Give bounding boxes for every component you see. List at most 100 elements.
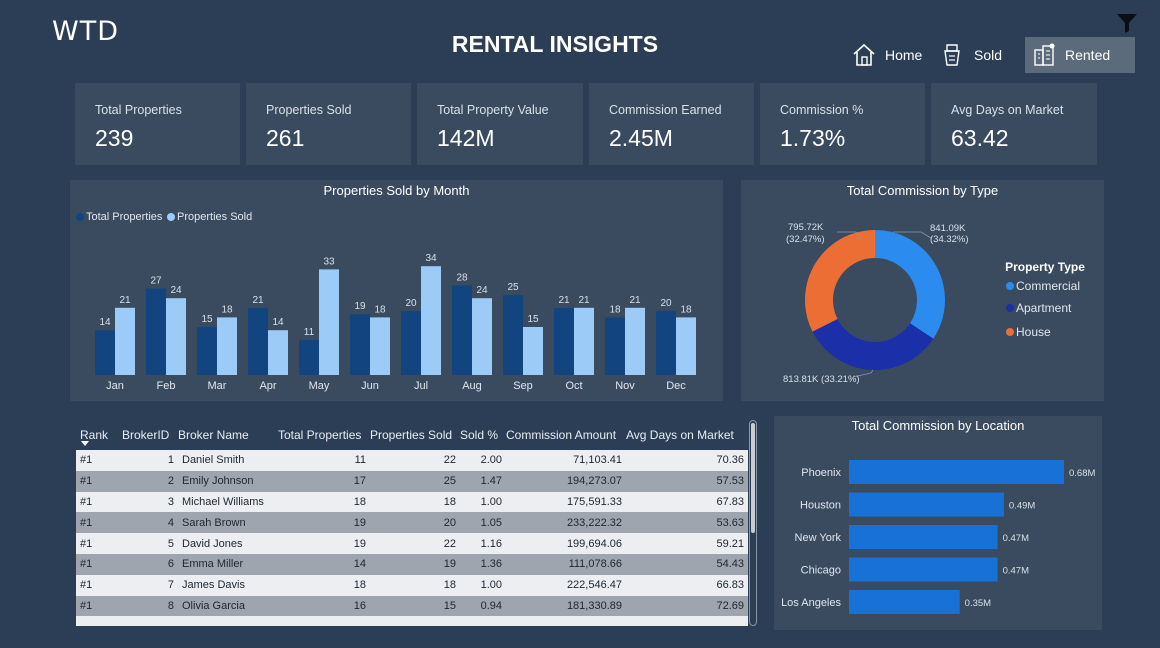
sold-sign-icon <box>944 44 960 66</box>
table-row[interactable]: #1 2 Emily Johnson 17 25 1.47 194,273.07… <box>76 470 748 492</box>
nav-rented-label: Rented <box>1065 47 1111 63</box>
x-tick-label: Mar <box>208 380 227 392</box>
cell-avg-days: 57.53 <box>626 470 748 492</box>
nav-rented-button[interactable]: Rented <box>1025 37 1135 73</box>
cell-sold-percent: 1.16 <box>460 533 506 554</box>
slice-label-house: 795.72K <box>788 222 824 233</box>
cell-broker-name: Michael Williams <box>178 491 278 513</box>
cell-total-properties: 19 <box>278 533 370 554</box>
legend-label: Commercial <box>1016 279 1081 293</box>
table-row[interactable]: #1 4 Sarah Brown 19 20 1.05 233,222.32 5… <box>76 512 748 534</box>
table-row[interactable]: #1 5 David Jones 19 22 1.16 199,694.06 5… <box>76 533 748 554</box>
x-tick-label: Jun <box>361 380 379 392</box>
data-label: 33 <box>323 256 335 267</box>
kpi-total-properties: Total Properties 239 <box>75 83 240 165</box>
home-icon <box>853 43 875 66</box>
kpi-value: 1.73% <box>780 125 846 151</box>
cell-sold-percent: 1.47 <box>460 470 506 492</box>
bar-total-properties-jan <box>95 330 115 375</box>
x-tick-label: May <box>309 380 330 392</box>
kpi-label: Total Property Value <box>437 103 549 117</box>
column-header-sold-percent[interactable]: Sold % <box>460 428 499 442</box>
bar-total-properties-jul <box>401 311 421 375</box>
legend-properties-sold[interactable]: Properties Sold <box>167 211 252 223</box>
data-label: 15 <box>201 314 213 325</box>
legend-apartment[interactable]: Apartment <box>1006 301 1071 315</box>
y-tick-label: Chicago <box>801 565 841 577</box>
cell-rank: #1 <box>76 595 122 617</box>
cell-sold-percent: 1.36 <box>460 553 506 575</box>
cell-sold-percent: 2.00 <box>460 450 506 471</box>
bar-total-properties-apr <box>248 307 268 375</box>
cell-avg-days: 72.69 <box>626 595 748 617</box>
y-tick-label: Los Angeles <box>781 597 841 609</box>
sort-desc-icon[interactable] <box>81 441 89 446</box>
table-row-partial[interactable] <box>76 616 748 626</box>
app-logo: WTD <box>52 16 119 47</box>
x-tick-label: Oct <box>565 380 582 392</box>
nav-sold-button[interactable]: Sold <box>940 37 1002 73</box>
bar-properties-sold-apr <box>268 330 288 375</box>
x-tick-label: Aug <box>462 380 482 392</box>
nav-sold-label: Sold <box>974 47 1003 63</box>
kpi-label: Commission Earned <box>609 103 722 117</box>
bar-properties-sold-may <box>319 269 339 375</box>
donut-slice-commercial <box>875 230 945 339</box>
nav-home-button[interactable]: Home <box>851 37 922 73</box>
cell-brokerid: 7 <box>122 574 178 596</box>
broker-table[interactable]: Rank BrokerID Broker Name Total Properti… <box>76 420 748 626</box>
monthly-chart-panel: Properties Sold by Month Total Propertie… <box>70 180 723 401</box>
y-tick-label: Phoenix <box>801 467 841 479</box>
page-title: RENTAL INSIGHTS <box>451 31 659 57</box>
table-row[interactable]: #1 7 James Davis 18 18 1.00 222,546.47 6… <box>76 574 748 596</box>
donut-slice-house <box>805 230 875 332</box>
legend-swatch <box>76 213 84 221</box>
table-row[interactable]: #1 8 Olivia Garcia 16 15 0.94 181,330.89… <box>76 595 748 617</box>
cell-total-properties: 19 <box>278 512 370 534</box>
table-row[interactable]: #1 1 Daniel Smith 11 22 2.00 71,103.41 7… <box>76 450 748 471</box>
bar-total-properties-oct <box>554 307 574 375</box>
cell-properties-sold: 25 <box>370 470 460 492</box>
legend-label: Properties Sold <box>177 211 253 223</box>
kpi-avg-days-on-market: Avg Days on Market 63.42 <box>931 83 1097 165</box>
location-chart-panel: Total Commission by Location Phoenix 0.68… <box>774 416 1102 630</box>
cell-total-properties: 17 <box>278 470 370 492</box>
bar-properties-sold-feb <box>166 298 186 375</box>
cell-rank: #1 <box>76 450 122 471</box>
bar-total-properties-sep <box>503 295 523 375</box>
column-header-total-properties[interactable]: Total Properties <box>278 428 362 442</box>
type-donut-panel: Total Commission by Type Property Type 8… <box>741 180 1104 401</box>
legend-house[interactable]: House <box>1006 325 1051 339</box>
bar-total-properties-nov <box>605 317 625 375</box>
kpi-total-property-value: Total Property Value 142M <box>417 83 583 165</box>
filter-icon[interactable] <box>1116 12 1138 34</box>
table-row[interactable]: #1 6 Emma Miller 14 19 1.36 111,078.66 5… <box>76 553 748 575</box>
column-header-commission-amount[interactable]: Commission Amount <box>506 428 617 442</box>
legend-commercial[interactable]: Commercial <box>1006 279 1080 293</box>
bar-houston <box>849 492 1004 517</box>
bar-total-properties-jun <box>350 314 370 375</box>
table-scrollbar[interactable] <box>749 420 757 626</box>
cell-sold-percent: 1.05 <box>460 512 506 534</box>
column-header-avg-days[interactable]: Avg Days on Market <box>626 428 734 442</box>
column-header-rank[interactable]: Rank <box>76 420 122 450</box>
chart-title: Total Commission by Type <box>846 183 999 198</box>
column-header-brokerid[interactable]: BrokerID <box>122 428 170 442</box>
column-header-properties-sold[interactable]: Properties Sold <box>370 428 453 442</box>
bar-total-properties-may <box>299 339 319 375</box>
data-label: 0.35M <box>965 598 991 609</box>
legend-label: Apartment <box>1016 301 1072 315</box>
data-label: 14 <box>272 317 284 328</box>
cell-broker-name: Daniel Smith <box>178 450 278 471</box>
data-label: 0.47M <box>1003 533 1029 544</box>
bar-properties-sold-dec <box>676 317 696 375</box>
scrollbar-thumb[interactable] <box>751 423 755 533</box>
column-header-broker-name[interactable]: Broker Name <box>178 428 249 442</box>
cell-commission-amount: 111,078.66 <box>506 553 626 575</box>
legend-total-properties[interactable]: Total Properties <box>76 211 162 223</box>
data-label: 0.49M <box>1009 501 1035 512</box>
chart-title: Properties Sold by Month <box>323 183 470 198</box>
cell-broker-name: Emma Miller <box>178 553 278 575</box>
table-row[interactable]: #1 3 Michael Williams 18 18 1.00 175,591… <box>76 491 748 513</box>
cell-total-properties: 18 <box>278 574 370 596</box>
